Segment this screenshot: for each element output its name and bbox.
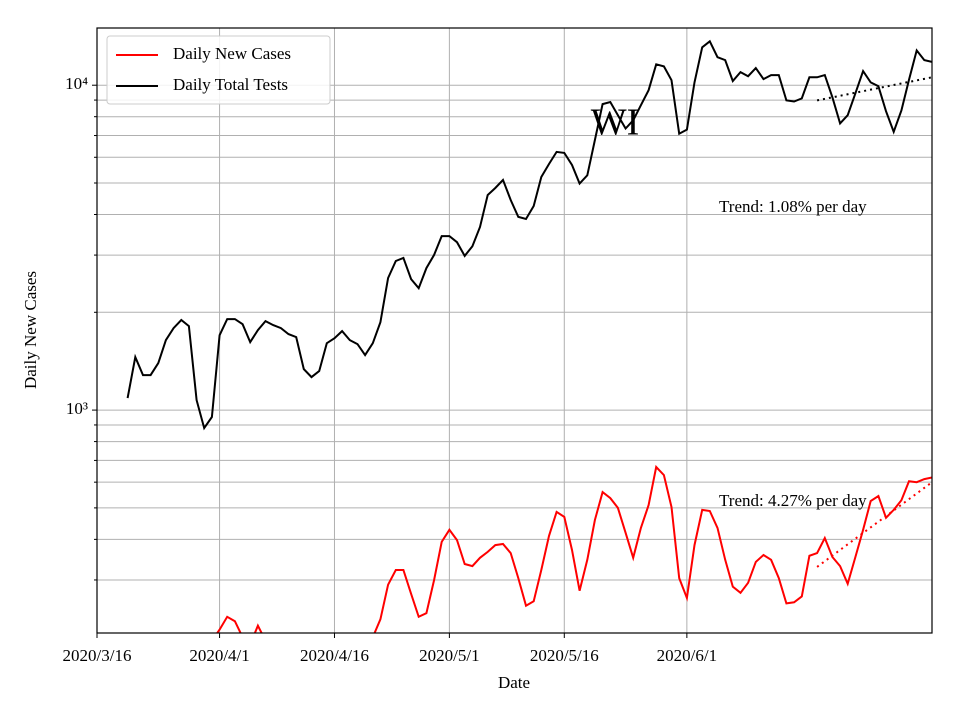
legend-label: Daily Total Tests <box>173 75 288 94</box>
x-tick-label: 2020/3/16 <box>63 646 132 665</box>
legend-label: Daily New Cases <box>173 44 291 63</box>
chart-title: WI <box>591 102 640 144</box>
trend-label: Trend: 1.08% per day <box>719 197 867 216</box>
legend: Daily New Cases Daily Total Tests <box>106 35 331 105</box>
x-tick-label: 2020/5/1 <box>419 646 479 665</box>
trend-line <box>816 76 932 102</box>
axes: 2020/3/16 2020/4/1 2020/4/16 2020/5/1 2020/5… <box>63 74 718 665</box>
x-axis-label: Date <box>498 673 530 692</box>
legend-box <box>106 35 331 105</box>
trend-label: Trend: 4.27% per day <box>719 491 867 510</box>
y-tick-label: 10³ <box>66 399 88 418</box>
x-tick-label: 2020/4/16 <box>300 646 369 665</box>
series-line <box>126 39 932 431</box>
series-line <box>216 464 932 633</box>
x-tick-label: 2020/5/16 <box>530 646 599 665</box>
plot-frame <box>96 27 933 634</box>
y-tick-label: 10⁴ <box>65 74 88 93</box>
y-axis-label: Daily New Cases <box>21 271 40 389</box>
x-tick-label: 2020/6/1 <box>657 646 717 665</box>
plot-lines <box>126 39 932 633</box>
x-tick-label: 2020/4/1 <box>189 646 249 665</box>
